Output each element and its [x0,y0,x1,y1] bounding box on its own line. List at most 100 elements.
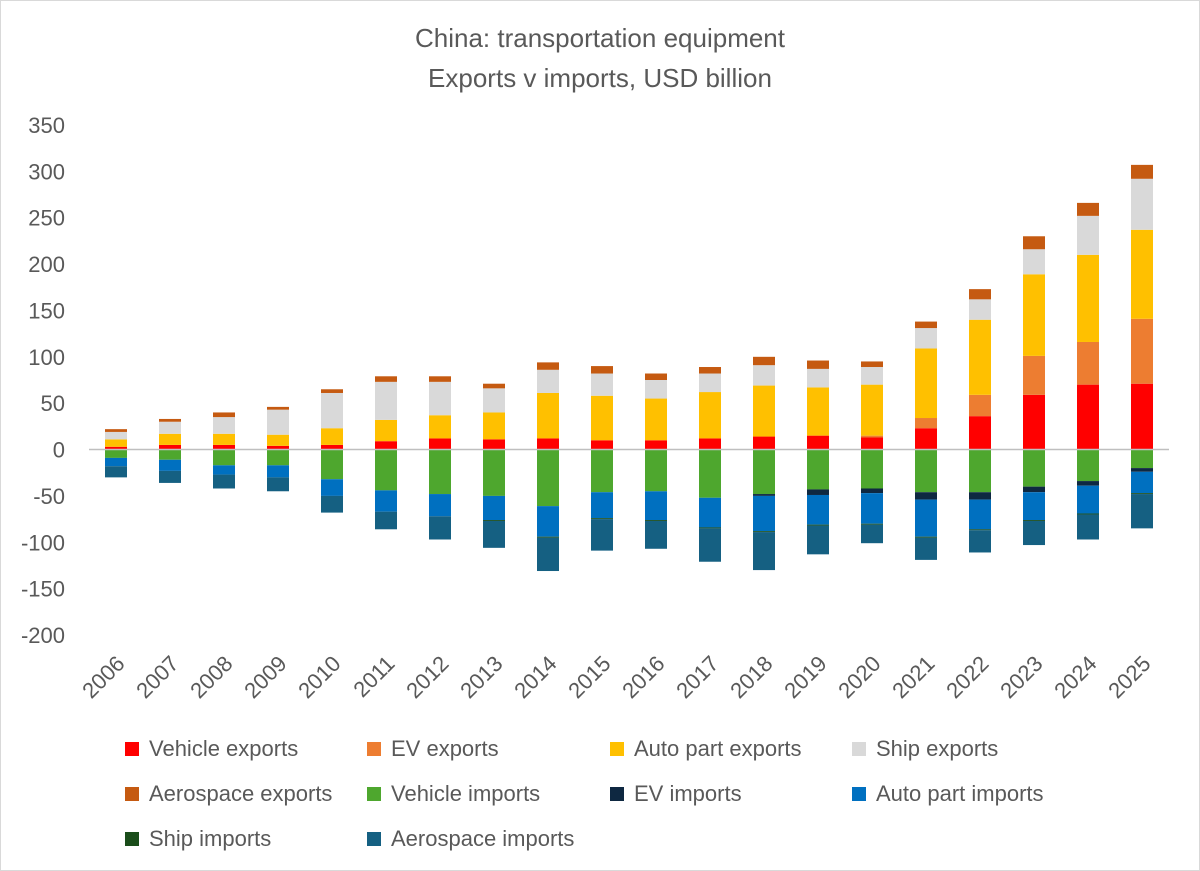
bar-segment [267,445,289,450]
bar-segment [591,449,613,493]
legend-label: Ship imports [149,826,271,851]
y-tick-label: 300 [28,159,65,184]
bar-segment [861,361,883,368]
bar-segment [159,433,181,445]
bar-segment [861,384,883,436]
bar-segment [429,415,451,439]
bar-segment [753,356,775,366]
bar-segment [483,520,505,521]
x-tick-label: 2006 [77,651,129,703]
bar-segment [375,490,397,512]
legend-swatch [367,742,381,756]
bar-segment [915,418,937,429]
bar-segment [1077,215,1099,255]
y-axis: 350 300 250 200 150 100 50 0 -50 -100 -150 -200 [21,113,65,648]
bar-segment [105,457,127,467]
bar-segment [483,383,505,389]
bar-segment [483,520,505,548]
bar-segment [915,537,937,560]
bar-segment [483,412,505,440]
bar-segment [321,428,343,445]
bar-segment [645,449,667,492]
bar-segment [861,488,883,494]
bar-segment [699,438,721,450]
bar-segment [213,412,235,418]
legend-swatch [852,787,866,801]
bar-segment [807,525,829,555]
bar-segment [1023,520,1045,546]
bar-segment [1023,249,1045,275]
bar-segment [213,433,235,445]
bar-segment [591,440,613,450]
bar-segment [375,511,397,530]
x-tick-label: 2010 [293,651,345,703]
bar-segment [699,449,721,498]
legend-swatch [610,787,624,801]
bar-segment [1077,384,1099,450]
bar-segment [645,520,667,549]
bar-segment [321,444,343,450]
bar-segment [1023,394,1045,450]
bar-segment [159,459,181,471]
legend-label: EV exports [391,736,499,761]
bar-segment [645,398,667,441]
bar-segment [1077,485,1099,514]
bar-segment [699,367,721,374]
bar-segment [1131,468,1153,472]
x-tick-label: 2020 [833,651,885,703]
bar-segment [213,417,235,434]
bar-segment [321,449,343,480]
bar-segment [753,385,775,437]
y-tick-label: 50 [41,391,65,416]
bar-segment [861,367,883,385]
bar-segment [483,388,505,413]
bar-segment [105,449,127,458]
legend-swatch [125,742,139,756]
bar-segment [753,494,775,496]
bar-segment [537,369,559,393]
chart-title: China: transportation equipment [415,23,786,53]
y-tick-label: 200 [28,252,65,277]
x-tick-label: 2017 [671,651,723,703]
bar-segment [645,380,667,399]
bar-segment [753,449,775,495]
bar-segment [267,477,289,492]
bar-segment [105,439,127,447]
bar-segment [1023,355,1045,395]
bar-segment [213,465,235,475]
bar-segment [807,494,829,525]
bar-segment [645,440,667,450]
bar-segment [537,506,559,537]
legend-label: Aerospace exports [149,781,332,806]
x-tick-label: 2018 [725,651,777,703]
legend: Vehicle exports EV exports Auto part expor… [125,736,1044,851]
bar-segment [1077,513,1099,515]
bar-segment [969,416,991,450]
bar-segment [969,499,991,530]
bar-segment [645,373,667,380]
bar-segment [1077,481,1099,486]
bar-segment [753,495,775,532]
bar-segment [1077,341,1099,385]
bar-segment [537,438,559,450]
legend-swatch [852,742,866,756]
bar-segment [483,449,505,496]
y-tick-label: -100 [21,530,65,555]
bar-segment [375,419,397,442]
bar-segment [807,489,829,495]
bar-segment [483,439,505,450]
bar-segment [699,497,721,528]
bar-segment [267,409,289,435]
legend-label: Ship exports [876,736,998,761]
bar-segment [267,434,289,446]
legend-label: Auto part exports [634,736,802,761]
x-tick-label: 2013 [455,651,507,703]
bar-segment [1077,202,1099,216]
legend-label: Vehicle imports [391,781,540,806]
chart-subtitle: Exports v imports, USD billion [428,63,772,93]
bar-segment [1023,274,1045,356]
plot-area [105,164,1153,572]
x-tick-label: 2008 [185,651,237,703]
